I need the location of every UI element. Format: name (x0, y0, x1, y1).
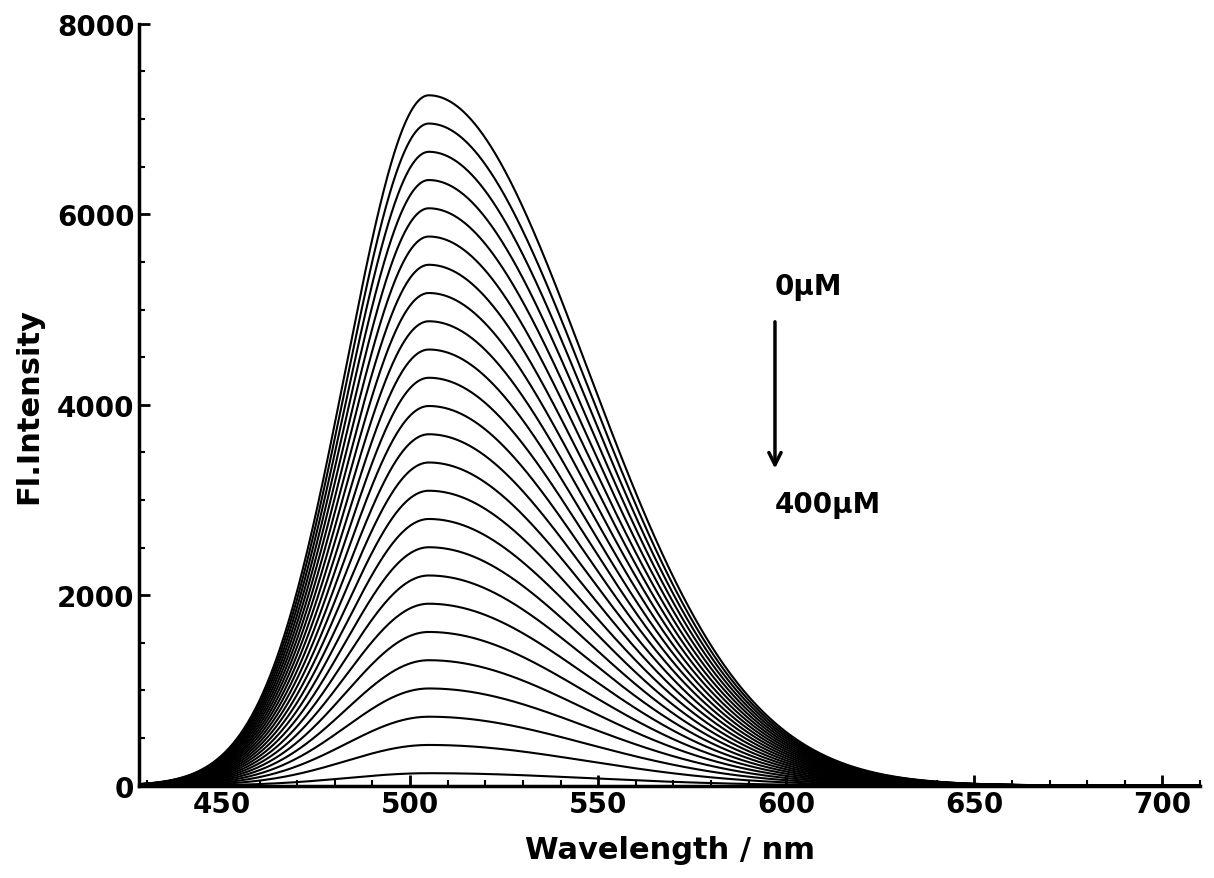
X-axis label: Wavelength / nm: Wavelength / nm (524, 835, 815, 864)
Text: 400μM: 400μM (775, 491, 881, 519)
Text: 0μM: 0μM (775, 273, 843, 300)
Y-axis label: Fl.Intensity: Fl.Intensity (13, 307, 42, 503)
